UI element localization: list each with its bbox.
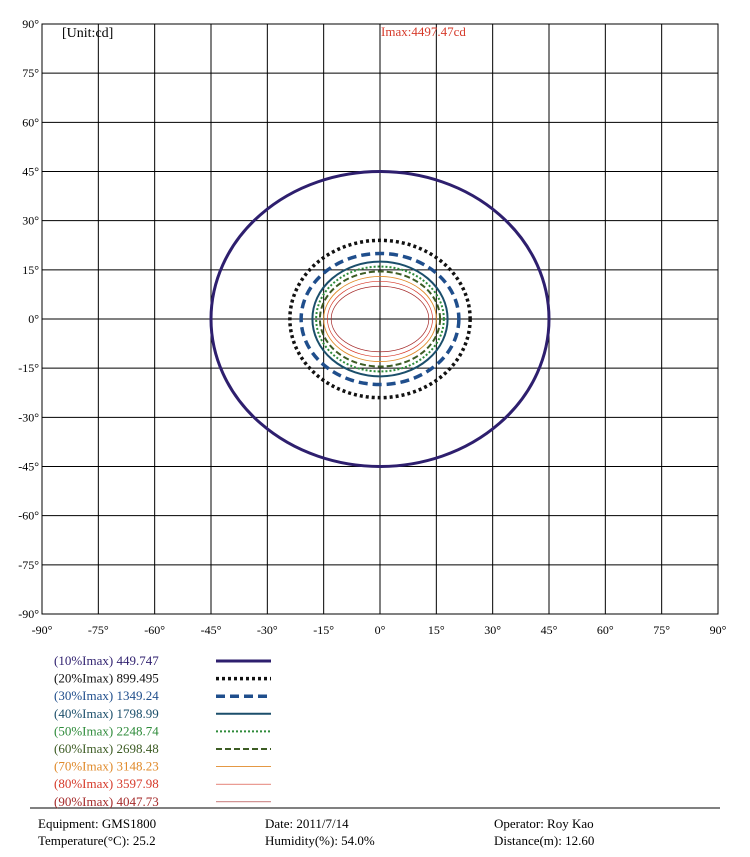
x-tick-label: -30°: [257, 623, 278, 637]
legend-label: (50%Imax) 2248.74: [54, 723, 159, 738]
legend-label: (60%Imax) 2698.48: [54, 741, 159, 756]
legend-label: (10%Imax) 449.747: [54, 653, 159, 668]
y-tick-label: -90°: [18, 607, 39, 621]
y-tick-label: 0°: [28, 312, 39, 326]
legend-label: (20%Imax) 899.495: [54, 671, 159, 686]
x-tick-label: -60°: [144, 623, 165, 637]
y-tick-label: 60°: [22, 115, 39, 129]
x-tick-label: -90°: [32, 623, 53, 637]
y-tick-label: -30°: [18, 410, 39, 424]
temperature-text: Temperature(°C): 25.2: [38, 833, 156, 848]
y-tick-label: -60°: [18, 509, 39, 523]
contour-80pct: [327, 280, 433, 358]
legend-label: (80%Imax) 3597.98: [54, 776, 159, 791]
contour-50pct: [315, 265, 445, 373]
y-tick-label: -75°: [18, 558, 39, 572]
y-tick-label: 15°: [22, 263, 39, 277]
x-tick-label: -15°: [313, 623, 334, 637]
x-tick-label: -75°: [88, 623, 109, 637]
equipment-text: Equipment: GMS1800: [38, 816, 157, 831]
x-tick-label: 15°: [428, 623, 445, 637]
y-tick-label: 75°: [22, 66, 39, 80]
tick-labels: 90° 75° 60° 45° 30° 15° 0° -15° -30° -45° -60° -75°…: [18, 17, 726, 637]
x-tick-label: 0°: [375, 623, 386, 637]
y-tick-label: -45°: [18, 460, 39, 474]
y-tick-label: 30°: [22, 214, 39, 228]
contour-40pct: [311, 260, 449, 378]
contour-30pct: [299, 251, 461, 387]
measurement-info: Equipment: GMS1800 Temperature(°C): 25.2…: [0, 809, 750, 857]
operator-text: Operator: Roy Kao: [494, 816, 594, 831]
contour-70pct: [323, 275, 437, 363]
date-text: Date: 2011/7/14: [265, 816, 349, 831]
x-tick-label: 60°: [597, 623, 614, 637]
unit-label: [Unit:cd]: [62, 26, 113, 41]
y-tick-label: 90°: [22, 17, 39, 31]
humidity-text: Humidity(%): 54.0%: [265, 833, 375, 848]
legend-label: (90%Imax) 4047.73: [54, 794, 159, 809]
contours: [209, 170, 551, 468]
x-tick-label: -45°: [201, 623, 222, 637]
y-tick-label: -15°: [18, 361, 39, 375]
contour-10pct: [209, 170, 551, 468]
distance-text: Distance(m): 12.60: [494, 833, 595, 848]
imax-label: Imax:4497.47cd: [381, 24, 466, 39]
legend-label: (30%Imax) 1349.24: [54, 688, 159, 703]
isocandela-chart: 90° 75° 60° 45° 30° 15° 0° -15° -30° -45° -60° -75°…: [18, 17, 726, 809]
legend: (10%Imax) 449.747 (20%Imax) 899.495 (30%Im…: [54, 653, 271, 809]
contour-60pct: [318, 270, 442, 368]
contour-20pct: [288, 238, 472, 400]
legend-label: (70%Imax) 3148.23: [54, 759, 159, 774]
x-tick-label: 75°: [653, 623, 670, 637]
x-tick-label: 45°: [541, 623, 558, 637]
x-tick-label: 30°: [484, 623, 501, 637]
x-tick-label: 90°: [710, 623, 727, 637]
y-tick-label: 45°: [22, 165, 39, 179]
grid: [41, 23, 719, 615]
contour-90pct: [330, 285, 430, 353]
legend-label: (40%Imax) 1798.99: [54, 706, 159, 721]
